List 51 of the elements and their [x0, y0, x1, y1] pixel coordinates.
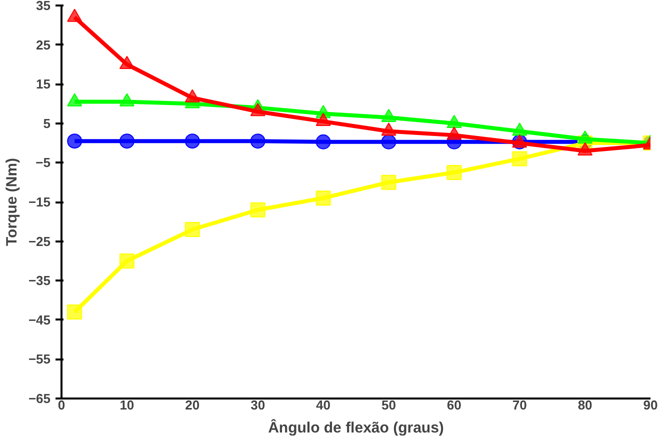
- point: [119, 93, 134, 106]
- point: [381, 134, 396, 150]
- point: [184, 222, 200, 238]
- point: [381, 108, 396, 122]
- point: [446, 126, 462, 140]
- y-tick-label: 25: [36, 37, 51, 52]
- point: [184, 134, 200, 149]
- y-tick-label: −65: [28, 391, 51, 406]
- point: [67, 134, 82, 149]
- point: [446, 165, 462, 180]
- y-tick-label: −55: [28, 352, 51, 367]
- point: [512, 151, 528, 166]
- point: [381, 122, 396, 136]
- y-tick-label: −15: [28, 194, 51, 210]
- y-tick-label: 15: [36, 76, 51, 92]
- y-axis-title: Torque (Nm): [3, 158, 20, 246]
- point: [250, 134, 266, 149]
- y-tick-label: 35: [36, 0, 51, 13]
- point: [578, 142, 593, 156]
- x-tick-label: 70: [512, 398, 527, 412]
- point: [250, 202, 266, 218]
- point: [512, 122, 528, 136]
- point: [119, 56, 134, 69]
- point: [250, 103, 266, 116]
- point: [119, 253, 134, 268]
- point: [67, 93, 82, 106]
- x-tick-label: 30: [250, 398, 266, 412]
- point: [446, 114, 462, 128]
- y-tick-label: −5: [36, 155, 51, 170]
- point: [67, 8, 82, 22]
- point: [316, 190, 331, 206]
- point: [119, 134, 134, 149]
- y-tick-label: 5: [43, 116, 51, 131]
- x-tick-label: 50: [381, 398, 396, 412]
- x-tick-label: 90: [643, 398, 658, 412]
- x-tick-label: 40: [316, 398, 331, 412]
- x-axis-title: Ângulo de flexão (graus): [268, 418, 444, 436]
- point: [381, 174, 396, 190]
- y-tick-label: −45: [28, 312, 51, 328]
- point: [316, 134, 331, 150]
- x-tick-label: 0: [58, 398, 66, 412]
- y-tick-label: −25: [28, 234, 51, 249]
- x-tick-label: 20: [185, 398, 200, 412]
- x-tick-label: 80: [578, 398, 592, 412]
- y-tick-label: −35: [28, 273, 51, 288]
- point: [578, 130, 593, 144]
- point: [67, 304, 82, 320]
- point: [184, 89, 200, 102]
- x-tick-label: 10: [120, 398, 134, 412]
- x-tick-label: 60: [446, 398, 462, 412]
- point: [316, 112, 331, 126]
